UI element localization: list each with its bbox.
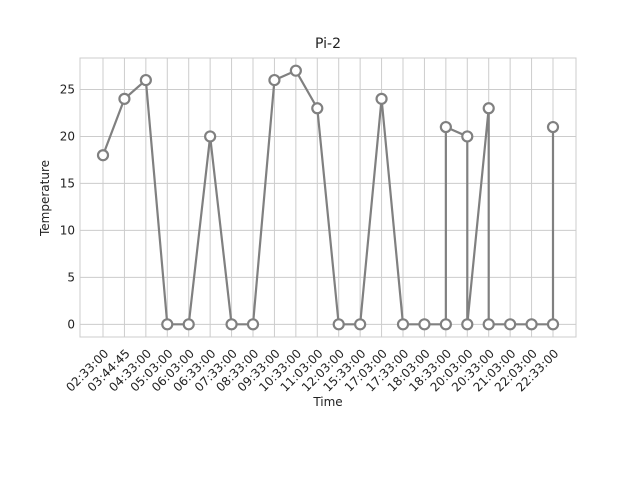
- data-point-marker: [461, 318, 474, 331]
- data-point-marker: [289, 64, 302, 77]
- data-point-marker: [461, 130, 474, 143]
- chart-title: Pi-2: [315, 36, 341, 52]
- y-tick-label: 20: [60, 129, 75, 143]
- data-point-marker: [182, 318, 195, 331]
- data-point-marker: [546, 120, 560, 134]
- data-point-marker: [439, 120, 452, 134]
- data-point-marker: [546, 318, 560, 331]
- data-point-marker: [96, 149, 110, 162]
- data-point-marker: [482, 102, 495, 115]
- data-point-marker: [482, 318, 495, 331]
- data-point-marker: [396, 318, 410, 331]
- data-point-marker: [354, 318, 367, 331]
- y-axis-label: Temperature: [38, 160, 52, 237]
- y-tick-label: 10: [60, 223, 75, 237]
- data-point-marker: [118, 92, 131, 105]
- data-point-marker: [311, 102, 324, 115]
- data-point-marker: [375, 92, 388, 105]
- data-points: [96, 64, 560, 331]
- data-point-marker: [139, 73, 152, 87]
- series-line: [101, 69, 555, 326]
- data-point-marker: [418, 318, 431, 331]
- data-point-marker: [225, 318, 238, 331]
- data-point-marker: [268, 73, 281, 87]
- data-point-marker: [439, 318, 452, 331]
- y-tick-label: 15: [60, 176, 75, 190]
- y-tick-label: 25: [60, 82, 75, 96]
- data-point-marker: [246, 318, 260, 331]
- data-point-marker: [332, 318, 345, 331]
- y-axis-ticks: 0 5 10 15 20 25: [60, 82, 75, 331]
- data-point-marker: [504, 318, 517, 331]
- x-axis-label: Time: [312, 395, 342, 409]
- data-point-marker: [161, 318, 174, 331]
- x-axis-ticks: 02:33:0003:44:4504:33:0005:03:0006:03:00…: [63, 346, 561, 394]
- plot-area: [79, 57, 577, 338]
- y-tick-label: 0: [67, 317, 75, 331]
- data-point-marker: [525, 318, 538, 331]
- data-point-marker: [204, 130, 217, 143]
- y-tick-label: 5: [67, 270, 75, 284]
